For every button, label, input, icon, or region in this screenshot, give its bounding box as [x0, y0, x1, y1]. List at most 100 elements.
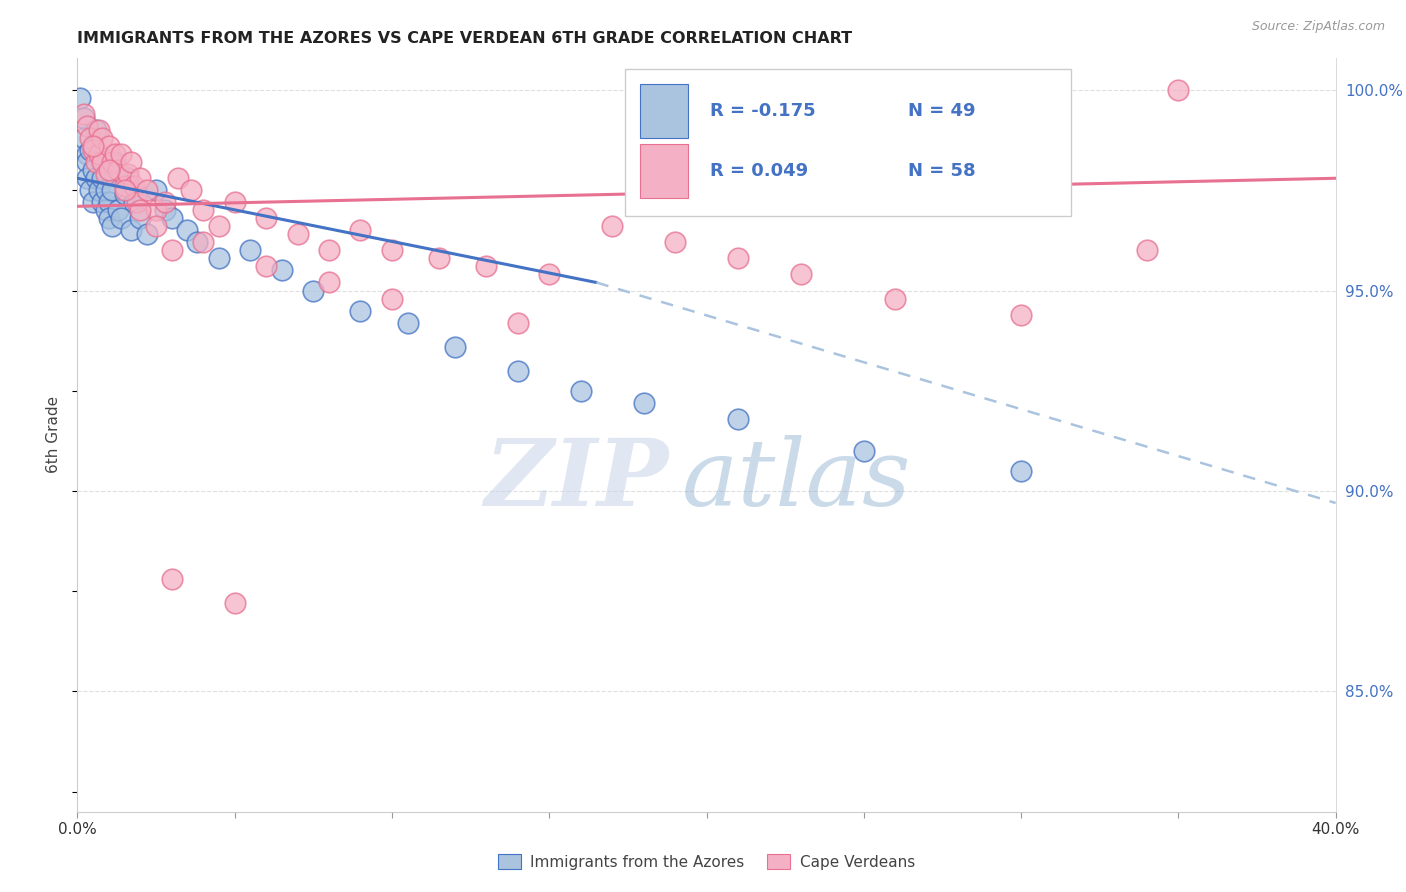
- Point: [381, 292, 404, 306]
- Y-axis label: 6th Grade: 6th Grade: [46, 396, 62, 474]
- Point: [84, 171, 107, 186]
- Point: [160, 244, 183, 258]
- Point: [72, 131, 94, 145]
- Point: [381, 244, 404, 258]
- Point: [318, 244, 340, 258]
- Point: [107, 203, 129, 218]
- Point: [1010, 464, 1032, 478]
- Point: [145, 183, 167, 197]
- Point: [176, 223, 198, 237]
- Point: [790, 268, 813, 282]
- Point: [76, 119, 98, 133]
- Point: [117, 171, 139, 186]
- Point: [475, 260, 498, 274]
- Point: [1136, 244, 1159, 258]
- Point: [155, 203, 177, 218]
- Point: [101, 183, 124, 197]
- Point: [349, 223, 371, 237]
- Point: [82, 143, 104, 157]
- Text: R = 0.049: R = 0.049: [710, 162, 808, 180]
- Point: [427, 252, 450, 266]
- Point: [145, 219, 167, 234]
- Point: [82, 139, 104, 153]
- Point: [122, 179, 145, 194]
- Point: [664, 235, 686, 250]
- Point: [120, 155, 142, 169]
- Point: [101, 155, 124, 169]
- Point: [72, 107, 94, 121]
- Point: [135, 227, 157, 242]
- Point: [135, 183, 157, 197]
- Point: [129, 203, 152, 218]
- Point: [94, 183, 117, 197]
- Point: [97, 139, 120, 153]
- Point: [94, 167, 117, 181]
- Point: [145, 203, 167, 218]
- Point: [239, 244, 262, 258]
- Point: [224, 195, 246, 210]
- Point: [82, 195, 104, 210]
- Point: [110, 211, 132, 226]
- Point: [287, 227, 309, 242]
- Point: [600, 219, 623, 234]
- Point: [76, 147, 98, 161]
- Point: [884, 292, 907, 306]
- Point: [208, 219, 231, 234]
- Point: [127, 195, 149, 210]
- Point: [254, 260, 277, 274]
- Point: [444, 340, 467, 354]
- Point: [191, 203, 215, 218]
- Point: [79, 131, 101, 145]
- Point: [155, 195, 177, 210]
- Point: [97, 195, 120, 210]
- Point: [79, 143, 101, 157]
- Point: [89, 123, 111, 137]
- Point: [91, 195, 114, 210]
- Point: [117, 167, 139, 181]
- Point: [506, 364, 529, 378]
- Point: [191, 235, 215, 250]
- Point: [633, 396, 655, 410]
- Point: [114, 179, 136, 194]
- Point: [97, 211, 120, 226]
- FancyBboxPatch shape: [640, 84, 688, 138]
- Text: atlas: atlas: [682, 435, 911, 525]
- Point: [79, 183, 101, 197]
- Point: [160, 572, 183, 586]
- Point: [208, 252, 231, 266]
- Point: [254, 211, 277, 226]
- Point: [76, 155, 98, 169]
- Text: Source: ZipAtlas.com: Source: ZipAtlas.com: [1251, 20, 1385, 33]
- Point: [91, 131, 114, 145]
- Point: [107, 163, 129, 178]
- Text: IMMIGRANTS FROM THE AZORES VS CAPE VERDEAN 6TH GRADE CORRELATION CHART: IMMIGRANTS FROM THE AZORES VS CAPE VERDE…: [77, 31, 852, 46]
- Point: [94, 203, 117, 218]
- Point: [114, 183, 136, 197]
- Point: [76, 171, 98, 186]
- Point: [104, 147, 127, 161]
- Point: [1167, 83, 1189, 97]
- Point: [349, 303, 371, 318]
- Point: [84, 123, 107, 137]
- Point: [91, 171, 114, 186]
- Text: N = 58: N = 58: [908, 162, 976, 180]
- Point: [114, 187, 136, 202]
- Point: [89, 147, 111, 161]
- Point: [569, 384, 592, 398]
- Point: [396, 316, 419, 330]
- Point: [538, 268, 561, 282]
- Point: [89, 147, 111, 161]
- Point: [506, 316, 529, 330]
- Point: [852, 443, 875, 458]
- FancyBboxPatch shape: [640, 144, 688, 198]
- Point: [1010, 308, 1032, 322]
- Point: [186, 235, 208, 250]
- Point: [270, 263, 292, 277]
- Point: [129, 171, 152, 186]
- Point: [224, 596, 246, 610]
- Point: [167, 171, 190, 186]
- Point: [89, 183, 111, 197]
- Legend: Immigrants from the Azores, Cape Verdeans: Immigrants from the Azores, Cape Verdean…: [492, 847, 921, 876]
- Point: [180, 183, 202, 197]
- Point: [84, 155, 107, 169]
